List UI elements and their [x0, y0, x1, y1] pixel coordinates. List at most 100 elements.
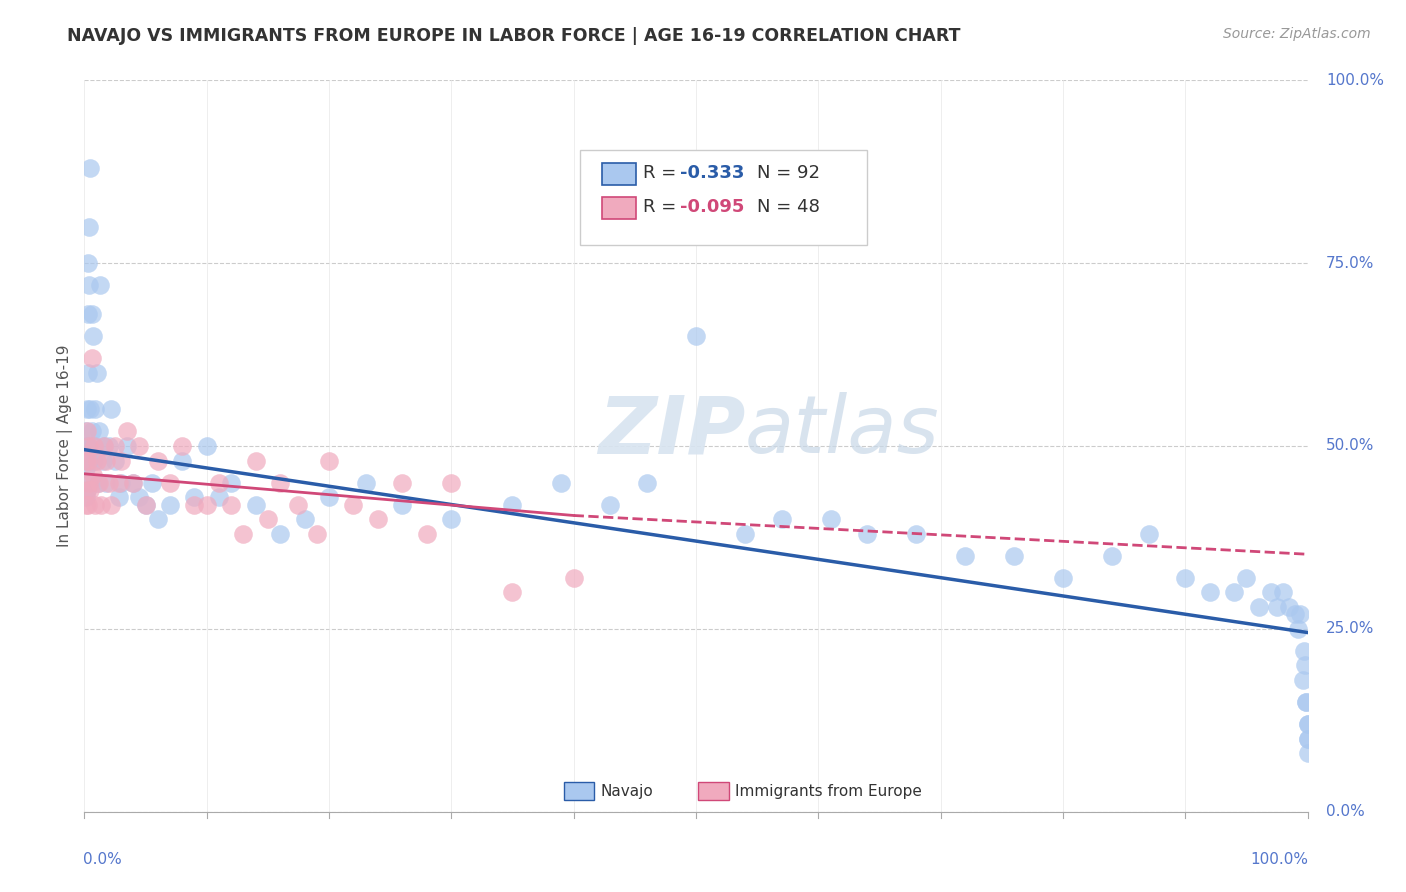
Point: [96, 475, 118, 490]
Text: N = 92: N = 92: [758, 164, 820, 182]
Point: [77, 278, 100, 293]
Point: [172, 439, 194, 453]
Point: [245, 498, 267, 512]
Point: [83, 439, 105, 453]
Text: R =: R =: [644, 164, 682, 182]
Point: [75, 439, 97, 453]
Y-axis label: In Labor Force | Age 16-19: In Labor Force | Age 16-19: [58, 344, 73, 548]
Point: [96, 453, 118, 467]
Text: 0.0%: 0.0%: [1326, 805, 1365, 819]
Point: [77, 453, 100, 467]
Point: [232, 526, 254, 541]
Point: [135, 498, 157, 512]
Point: [318, 490, 340, 504]
Point: [159, 498, 181, 512]
Point: [84, 402, 107, 417]
Point: [79, 161, 101, 175]
Point: [1236, 571, 1258, 585]
Point: [77, 307, 100, 321]
Point: [1296, 746, 1319, 760]
Point: [107, 490, 129, 504]
Point: [1198, 585, 1220, 599]
Point: [77, 498, 100, 512]
Point: [75, 425, 97, 439]
Point: [76, 483, 98, 497]
Point: [195, 439, 218, 453]
Point: [90, 498, 112, 512]
Text: -0.095: -0.095: [681, 198, 744, 216]
Point: [269, 475, 291, 490]
Point: [440, 475, 463, 490]
Point: [1137, 526, 1160, 541]
Point: [75, 490, 97, 504]
Text: Immigrants from Europe: Immigrants from Europe: [735, 784, 922, 798]
Point: [257, 512, 280, 526]
Point: [1296, 731, 1319, 746]
Point: [79, 402, 101, 417]
Point: [80, 351, 103, 366]
Point: [77, 219, 100, 234]
Point: [104, 439, 127, 453]
Point: [82, 468, 104, 483]
Text: 75.0%: 75.0%: [1326, 256, 1374, 270]
Point: [183, 490, 205, 504]
Point: [77, 439, 100, 453]
Point: [97, 439, 120, 453]
Point: [219, 498, 242, 512]
Point: [1265, 599, 1288, 614]
Point: [77, 439, 100, 453]
Point: [1223, 585, 1246, 599]
Point: [110, 453, 132, 467]
Point: [599, 498, 621, 512]
Point: [294, 512, 316, 526]
Text: atlas: atlas: [745, 392, 939, 470]
Point: [1295, 695, 1317, 709]
Point: [110, 475, 132, 490]
Point: [1002, 549, 1025, 563]
Point: [1052, 571, 1074, 585]
Text: -0.333: -0.333: [681, 164, 744, 182]
Point: [76, 425, 98, 439]
Point: [1296, 717, 1319, 731]
Text: 0.0%: 0.0%: [83, 852, 122, 867]
Point: [856, 526, 879, 541]
Point: [1247, 599, 1270, 614]
Point: [195, 498, 218, 512]
Point: [75, 498, 97, 512]
Point: [83, 439, 105, 453]
Point: [77, 256, 100, 270]
FancyBboxPatch shape: [579, 150, 868, 244]
Point: [76, 453, 98, 467]
Point: [128, 439, 150, 453]
Point: [1260, 585, 1282, 599]
Point: [1101, 549, 1123, 563]
Point: [135, 498, 157, 512]
Point: [75, 453, 97, 467]
Point: [79, 475, 101, 490]
Point: [905, 526, 928, 541]
Text: R =: R =: [644, 198, 682, 216]
Point: [77, 475, 100, 490]
FancyBboxPatch shape: [602, 163, 636, 185]
Point: [89, 278, 111, 293]
Point: [183, 498, 205, 512]
Point: [502, 585, 524, 599]
FancyBboxPatch shape: [602, 197, 636, 219]
Point: [80, 425, 103, 439]
Point: [440, 512, 463, 526]
FancyBboxPatch shape: [564, 782, 595, 800]
Point: [820, 512, 842, 526]
Point: [80, 307, 103, 321]
Point: [75, 461, 97, 475]
Point: [1296, 717, 1319, 731]
Point: [115, 439, 138, 453]
Point: [1292, 644, 1315, 658]
Point: [342, 498, 364, 512]
Point: [1278, 599, 1301, 614]
Point: [367, 512, 389, 526]
Point: [141, 475, 163, 490]
Point: [83, 453, 105, 467]
Point: [685, 329, 707, 343]
Point: [79, 483, 101, 497]
Point: [87, 475, 110, 490]
